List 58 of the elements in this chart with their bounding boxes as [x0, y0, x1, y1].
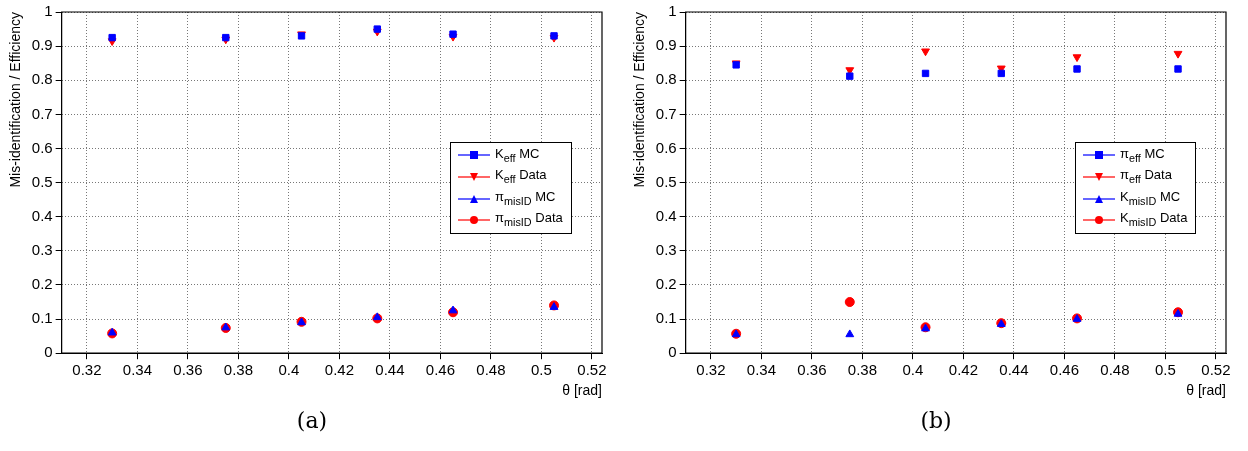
legend-label: π$_{misID}$ Data — [495, 209, 563, 230]
legend-label: π$_{eff}$ MC — [1120, 144, 1165, 166]
x-tick-label: 0.48 — [476, 361, 506, 379]
y-tick-label: 0.8 — [31, 70, 53, 88]
y-tick-label: 0.5 — [31, 172, 53, 190]
x-tick-label: 0.44 — [375, 361, 405, 379]
x-tick-label: 0.34 — [746, 361, 776, 379]
y-tick-label: 0.1 — [31, 309, 53, 327]
legend-label: π$_{eff}$ Data — [1120, 166, 1172, 187]
y-tick-label: 0.6 — [655, 138, 677, 156]
x-tick-label: 0.4 — [278, 361, 300, 379]
text: (b) — [919, 408, 953, 433]
y-tick-label: 1 — [668, 2, 677, 20]
y-tick-label: 0.4 — [655, 206, 677, 224]
x-tick-label: 0.5 — [1154, 361, 1176, 379]
x-tick-label: 0.46 — [425, 361, 455, 379]
x-tick-label: 0.36 — [797, 361, 827, 379]
y-tick-label: 0.7 — [31, 104, 53, 122]
x-tick-label: 0.38 — [847, 361, 877, 379]
x-tick-label: 0.52 — [577, 361, 607, 379]
legend-label: π$_{misID}$ MC — [495, 187, 556, 209]
y-tick-label: 0.4 — [31, 206, 53, 224]
y-axis-title: Mis-identification / Efficiency — [631, 12, 648, 188]
y-tick-label: 0.2 — [655, 275, 677, 293]
y-tick-label: 0.3 — [31, 240, 53, 258]
y-tick-label: 0.9 — [31, 36, 53, 54]
y-tick-label: 0.9 — [655, 36, 677, 54]
y-tick-label: 0.7 — [655, 104, 677, 122]
x-tick-label: 0.5 — [530, 361, 552, 379]
text: (a) — [295, 408, 329, 433]
x-axis-title: θ [rad] — [562, 382, 602, 399]
x-tick-label: 0.32 — [72, 361, 102, 379]
y-tick-label: 0.1 — [655, 309, 677, 327]
x-tick-label: 0.42 — [948, 361, 978, 379]
x-tick-label: 0.32 — [696, 361, 726, 379]
y-tick-label: 0 — [44, 343, 53, 361]
legend-label: K$_{eff}$ MC — [495, 144, 540, 166]
x-tick-label: 0.4 — [902, 361, 924, 379]
legend-label: K$_{eff}$ Data — [495, 166, 547, 187]
x-tick-label: 0.44 — [999, 361, 1029, 379]
x-tick-label: 0.34 — [122, 361, 152, 379]
x-tick-label: 0.48 — [1100, 361, 1130, 379]
y-tick-label: 0.5 — [655, 172, 677, 190]
y-tick-label: 0.2 — [31, 275, 53, 293]
x-tick-label: 0.38 — [223, 361, 253, 379]
legend-label: K$_{misID}$ MC — [1120, 187, 1181, 209]
y-tick-label: 1 — [44, 2, 53, 20]
y-tick-label: 0.3 — [655, 240, 677, 258]
x-axis-title: θ [rad] — [1186, 382, 1226, 399]
x-tick-label: 0.36 — [173, 361, 203, 379]
y-axis-title: Mis-identification / Efficiency — [7, 12, 24, 188]
y-tick-label: 0.8 — [655, 70, 677, 88]
x-tick-label: 0.46 — [1049, 361, 1079, 379]
legend-label: K$_{misID}$ Data — [1120, 209, 1188, 230]
y-tick-label: 0 — [668, 343, 677, 361]
y-tick-label: 0.6 — [31, 138, 53, 156]
x-tick-label: 0.42 — [324, 361, 354, 379]
x-tick-label: 0.52 — [1201, 361, 1231, 379]
